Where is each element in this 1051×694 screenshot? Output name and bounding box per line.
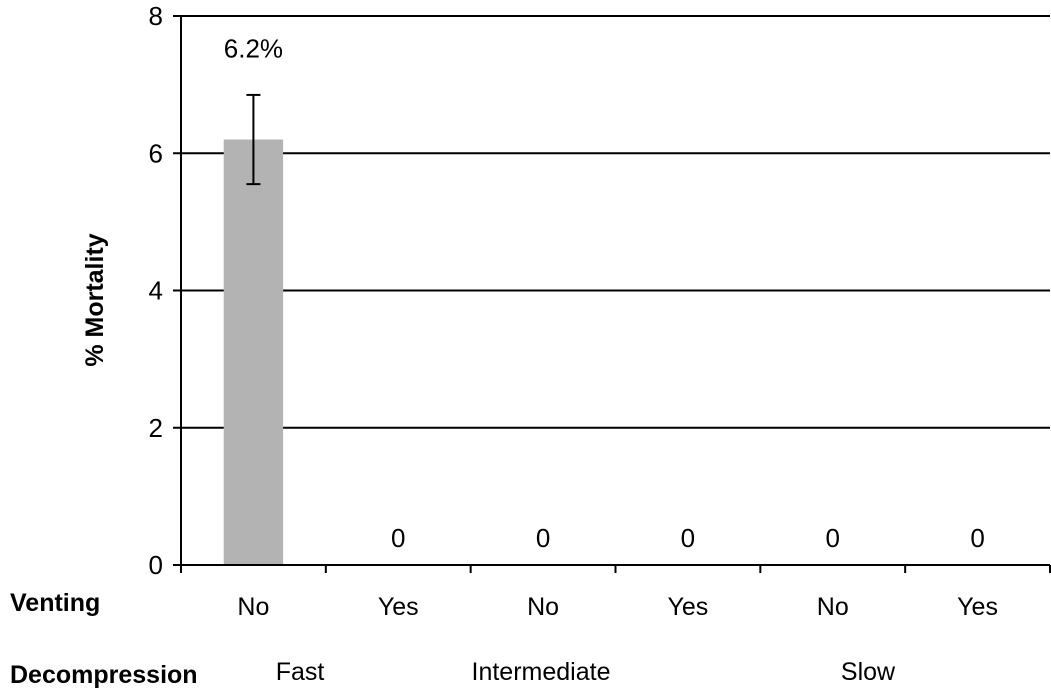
bar-0 xyxy=(223,139,284,565)
x-category-label-5: Yes xyxy=(957,593,998,621)
y-axis-title: % Mortality xyxy=(81,233,109,366)
data-label-3: 0 xyxy=(681,523,695,553)
x-category-label-0: No xyxy=(237,593,269,621)
bars xyxy=(223,93,284,565)
x-category-label-4: No xyxy=(817,593,849,621)
y-tick-label-0: 0 xyxy=(149,550,163,580)
decompression-row-title: Decompression xyxy=(10,661,198,689)
labels: 0 2 4 6 8 No Yes No Yes No Yes 6.2% 0 0 0 0 0 Fast Interme… xyxy=(149,1,998,686)
data-label-1: 0 xyxy=(391,523,405,553)
decompression-group-label-2: Slow xyxy=(841,658,896,686)
data-label-4: 0 xyxy=(826,523,840,553)
data-label-5: 0 xyxy=(970,523,984,553)
error-bar-0 xyxy=(246,93,261,186)
data-label-2: 0 xyxy=(536,523,550,553)
x-category-label-2: No xyxy=(527,593,559,621)
venting-row-title: Venting xyxy=(10,589,100,617)
data-label-0: 6.2% xyxy=(224,34,283,64)
y-tick-label-1: 2 xyxy=(149,413,163,443)
y-tick-label-2: 4 xyxy=(149,276,163,306)
axes xyxy=(173,15,1051,573)
x-category-label-1: Yes xyxy=(378,593,419,621)
y-tick-label-3: 6 xyxy=(149,138,163,168)
decompression-group-label-1: Intermediate xyxy=(472,658,611,686)
decompression-group-label-0: Fast xyxy=(276,658,325,686)
x-category-label-3: Yes xyxy=(668,593,709,621)
gridlines xyxy=(181,15,1050,429)
y-tick-label-4: 8 xyxy=(149,1,163,31)
